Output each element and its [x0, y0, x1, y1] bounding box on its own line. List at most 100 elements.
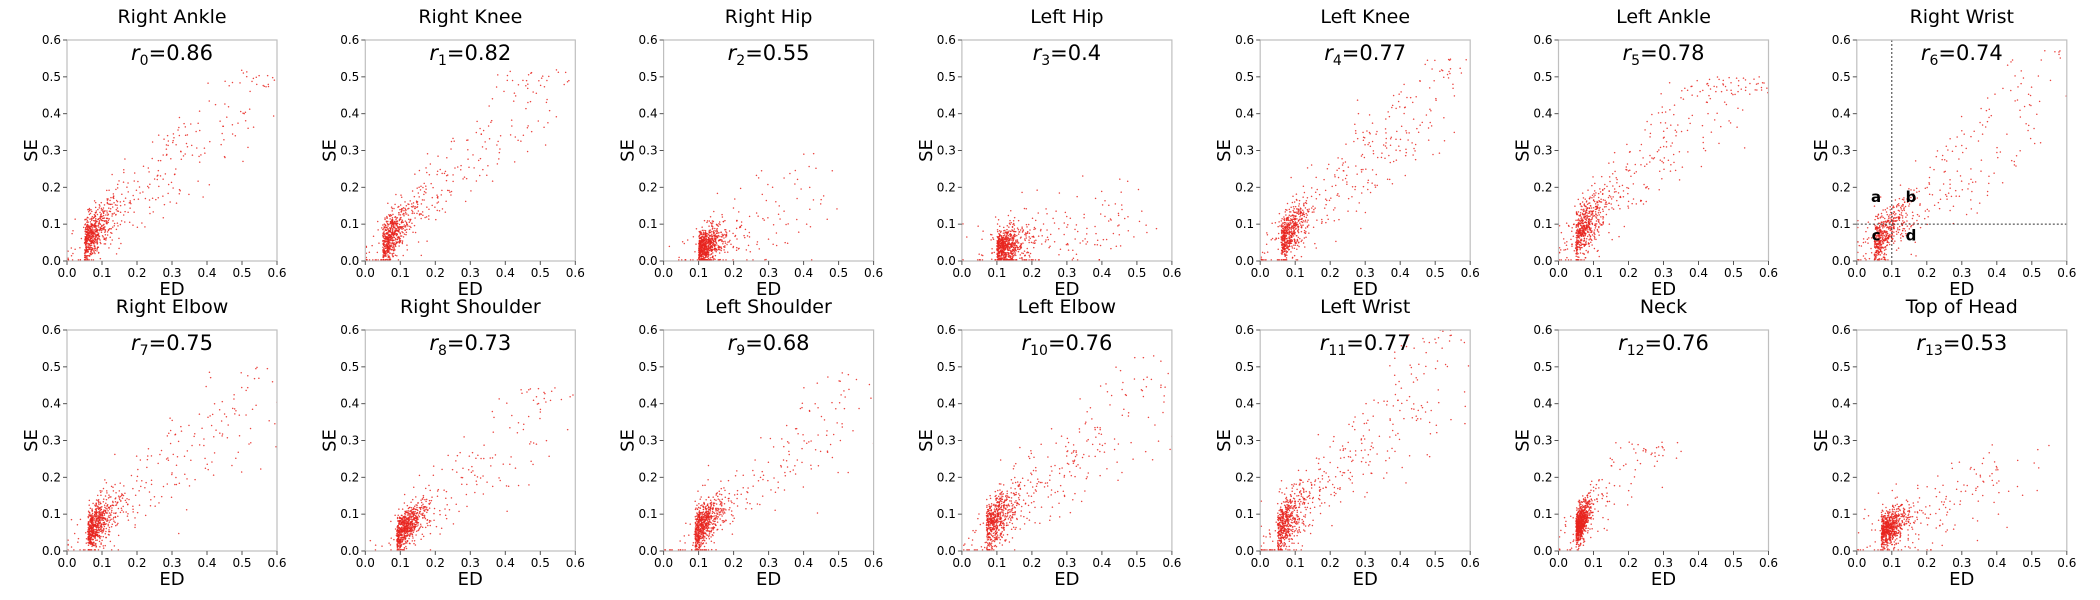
- data-point: [1584, 218, 1586, 220]
- data-point: [1608, 231, 1610, 234]
- data-point: [1098, 259, 1101, 261]
- data-point: [1326, 167, 1329, 170]
- data-point: [462, 178, 464, 180]
- data-point: [1119, 245, 1122, 247]
- data-point: [1009, 250, 1012, 252]
- data-point: [1021, 227, 1023, 230]
- data-point: [1008, 255, 1010, 258]
- data-point: [1312, 226, 1315, 229]
- data-point: [1598, 214, 1600, 216]
- x-tick-label: 0.0: [1549, 266, 1568, 280]
- data-point: [393, 247, 395, 250]
- data-point: [1299, 215, 1301, 218]
- data-point: [1571, 245, 1573, 247]
- data-point: [106, 234, 109, 236]
- data-point: [157, 134, 160, 136]
- data-point: [1010, 221, 1012, 224]
- data-point: [710, 230, 713, 233]
- data-point: [1010, 257, 1012, 260]
- data-point: [411, 209, 413, 212]
- data-point: [1391, 104, 1394, 107]
- data-point: [740, 221, 743, 223]
- correlation-value: =0.77: [1342, 41, 1406, 65]
- data-point: [1045, 239, 1047, 241]
- data-point: [711, 226, 714, 228]
- data-point: [1460, 72, 1463, 74]
- data-point: [1007, 240, 1009, 242]
- data-point: [1274, 239, 1276, 241]
- data-point: [1292, 205, 1295, 208]
- data-point: [1280, 252, 1283, 254]
- data-point: [1610, 196, 1612, 198]
- data-point: [995, 259, 997, 261]
- data-point: [1707, 112, 1709, 115]
- data-point: [991, 234, 993, 236]
- data-point: [1345, 143, 1347, 145]
- data-point: [1029, 252, 1032, 255]
- data-point: [1315, 247, 1317, 249]
- data-point: [1385, 118, 1387, 120]
- data-point: [1346, 181, 1348, 183]
- data-point: [384, 241, 386, 243]
- data-point: [94, 238, 97, 241]
- data-point: [1303, 215, 1306, 218]
- data-point: [214, 103, 217, 106]
- data-point: [1592, 215, 1594, 217]
- data-point: [405, 233, 407, 236]
- data-point: [1289, 240, 1292, 243]
- data-point: [1585, 205, 1587, 208]
- data-point: [141, 222, 143, 224]
- data-point: [1590, 210, 1592, 212]
- data-point: [1303, 237, 1306, 239]
- data-point: [1582, 209, 1584, 211]
- data-point: [1311, 207, 1313, 209]
- data-point: [1008, 252, 1010, 254]
- data-point: [748, 231, 751, 234]
- data-point: [1737, 107, 1739, 109]
- x-tick-label: 0.6: [864, 266, 883, 280]
- data-point: [401, 228, 403, 230]
- data-point: [1586, 203, 1589, 205]
- data-point: [70, 255, 73, 257]
- data-point: [394, 244, 397, 247]
- data-point: [91, 210, 93, 213]
- data-point: [389, 238, 391, 241]
- data-point: [457, 166, 459, 168]
- data-point: [1117, 225, 1119, 227]
- points-group: [365, 69, 570, 261]
- data-point: [1294, 205, 1297, 208]
- data-point: [1002, 254, 1004, 256]
- data-point: [405, 224, 407, 227]
- data-point: [178, 192, 181, 195]
- data-point: [1011, 258, 1014, 261]
- data-point: [1617, 204, 1620, 207]
- panel-title: Left Knee: [1320, 6, 1410, 28]
- data-point: [1596, 228, 1599, 231]
- data-point: [767, 216, 769, 219]
- data-point: [1608, 194, 1611, 197]
- data-point: [1645, 200, 1647, 203]
- data-point: [411, 190, 414, 192]
- data-point: [1579, 252, 1582, 254]
- data-point: [1581, 192, 1584, 194]
- data-point: [485, 148, 487, 150]
- data-point: [706, 251, 708, 254]
- data-point: [1005, 259, 1008, 261]
- data-point: [725, 259, 727, 261]
- data-point: [1661, 160, 1663, 163]
- data-point: [402, 206, 405, 209]
- x-tick-label: 0.0: [57, 266, 76, 280]
- data-point: [1298, 199, 1301, 202]
- data-point: [1414, 158, 1417, 161]
- data-point: [412, 231, 414, 233]
- data-point: [1071, 259, 1074, 261]
- data-point: [113, 224, 115, 227]
- data-point: [700, 250, 703, 252]
- data-point: [231, 133, 234, 135]
- data-point: [544, 144, 547, 146]
- data-point: [730, 243, 732, 245]
- data-point: [1583, 243, 1585, 246]
- data-point: [709, 234, 711, 237]
- data-point: [1368, 131, 1371, 134]
- x-tick-label: 0.4: [197, 266, 216, 280]
